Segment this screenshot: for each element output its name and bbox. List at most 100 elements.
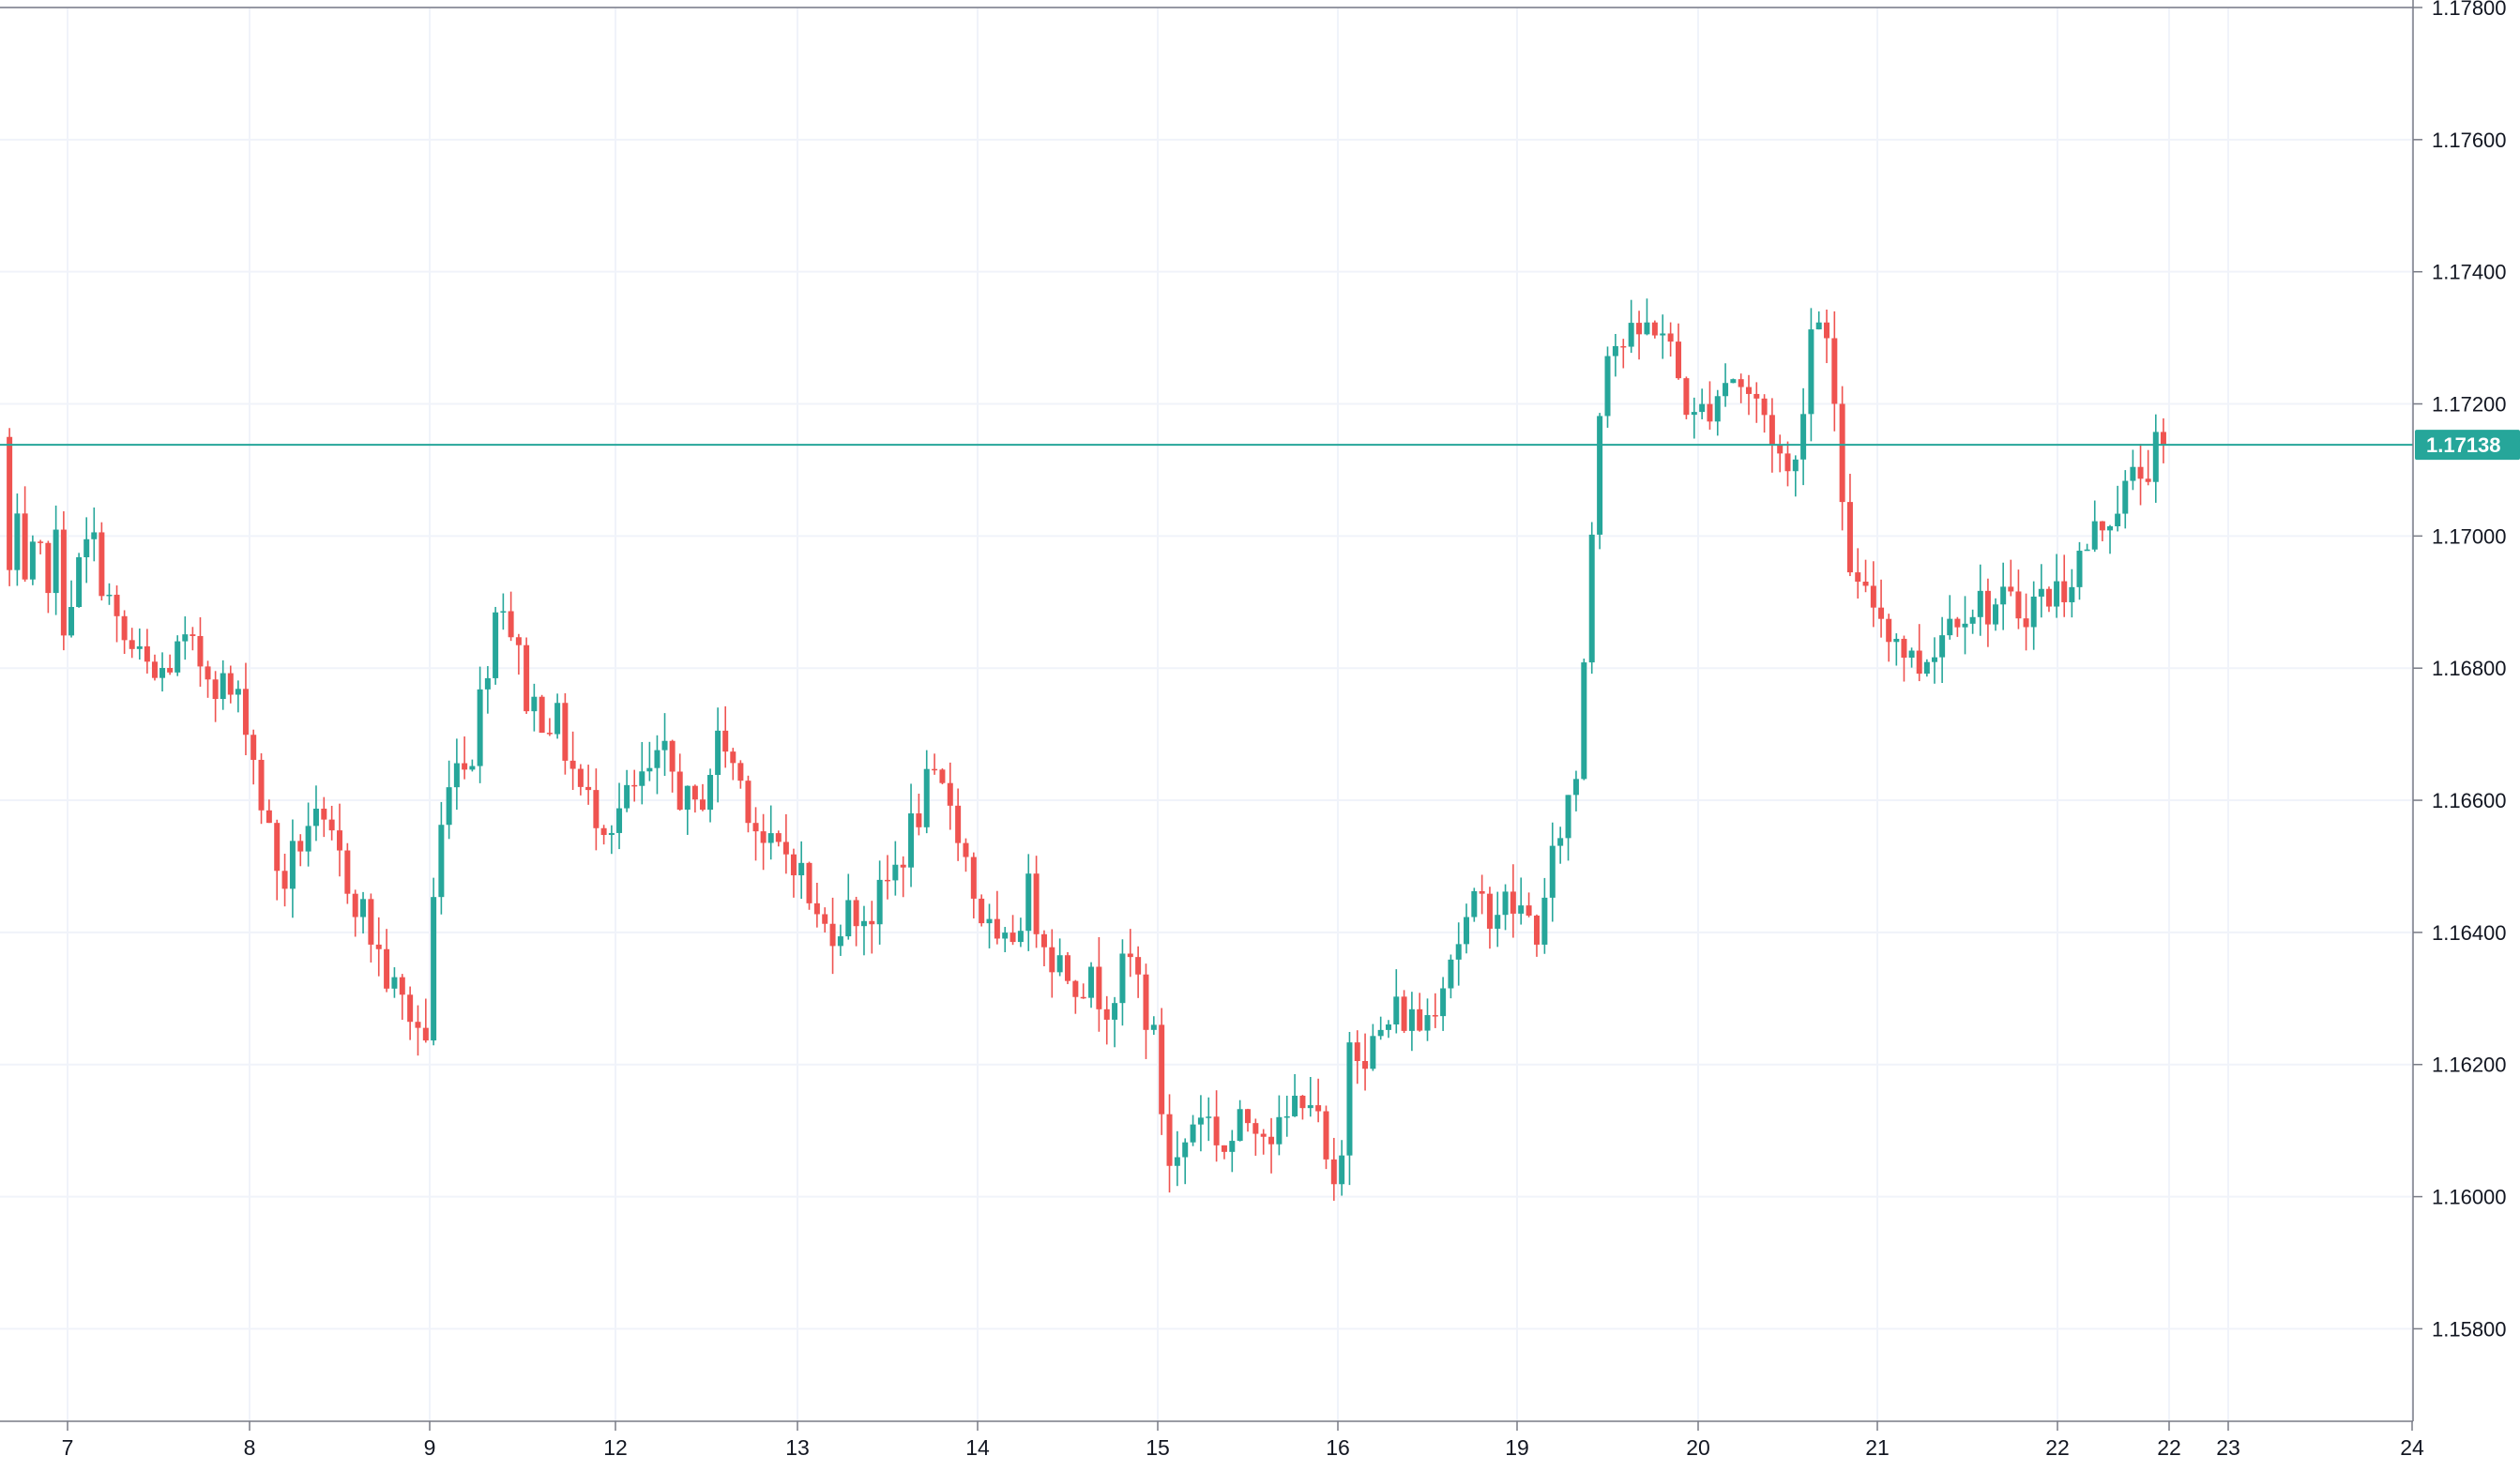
candle-body — [524, 645, 530, 712]
candle-body — [715, 730, 721, 776]
candle-body — [1377, 1029, 1384, 1037]
candle-body — [616, 808, 623, 833]
candle-body — [337, 830, 342, 851]
candle-body — [1464, 917, 1470, 945]
time-tick-label: 9 — [424, 1435, 436, 1460]
candle-body — [1119, 953, 1126, 1004]
candle-body — [813, 902, 820, 915]
candle-body — [422, 1027, 429, 1041]
candle-body — [691, 785, 698, 800]
candle-body — [2145, 478, 2151, 482]
candle-body — [1385, 1024, 1391, 1030]
candle-body — [266, 810, 272, 824]
candle-body — [2023, 618, 2029, 628]
candle-body — [1745, 387, 1752, 394]
candle-body — [1080, 996, 1086, 999]
current-price-badge — [2415, 430, 2520, 461]
candle-body — [1636, 323, 1643, 335]
candle-body — [2099, 521, 2105, 531]
candle-body — [923, 768, 930, 827]
candle-body — [970, 857, 977, 899]
candle-body — [1901, 638, 1907, 659]
candle-body — [431, 897, 437, 1041]
candle-body — [182, 634, 189, 642]
candle-body — [782, 842, 789, 855]
candle-body — [1182, 1142, 1189, 1158]
candle-body — [986, 918, 993, 924]
candle-body — [1033, 873, 1040, 934]
candle-body — [939, 769, 946, 783]
candle-body — [508, 611, 514, 638]
candle-body — [837, 936, 843, 947]
candle-body — [1339, 1155, 1345, 1185]
candle-body — [546, 733, 553, 735]
candle-body — [2122, 480, 2129, 514]
candle-body — [1800, 414, 1807, 460]
candle-body — [1628, 323, 1634, 347]
candle-body — [242, 689, 249, 736]
price-tick-label: 1.17400 — [2432, 261, 2507, 284]
candle-body — [1260, 1133, 1267, 1137]
candle-body — [1432, 1015, 1438, 1017]
candle-body — [1962, 623, 1968, 628]
candle-body — [1699, 403, 1706, 413]
candle-body — [1346, 1042, 1353, 1156]
time-tick-label: 12 — [603, 1435, 628, 1460]
candle-body — [669, 740, 676, 772]
candle-body — [1401, 996, 1407, 1031]
candle-body — [91, 532, 98, 539]
candle-body — [83, 538, 90, 557]
candle-body — [399, 977, 405, 995]
candle-body — [1572, 779, 1579, 796]
candle-body — [1245, 1109, 1251, 1124]
candle-body — [707, 775, 714, 811]
candle-body — [1549, 845, 1556, 898]
candle-body — [1923, 661, 1930, 675]
candle-body — [391, 977, 398, 989]
candle-body — [1870, 585, 1876, 608]
time-tick-label: 13 — [785, 1435, 810, 1460]
time-tick-label: 7 — [62, 1435, 74, 1460]
candle-body — [646, 767, 653, 772]
candle-body — [1620, 345, 1627, 348]
candle-body — [1323, 1111, 1329, 1160]
candle-body — [1127, 953, 1133, 958]
candle-body — [806, 862, 812, 903]
candle-body — [220, 673, 226, 700]
candle-body — [175, 641, 181, 673]
candle-body — [1065, 955, 1070, 981]
candle-body — [892, 864, 899, 881]
candle-body — [1206, 1116, 1212, 1118]
candle-body — [53, 529, 59, 594]
candle-body — [822, 914, 828, 924]
candle-body — [1597, 416, 1603, 535]
candle-body — [281, 871, 288, 889]
candle-body — [1792, 459, 1799, 472]
candle-body — [2091, 521, 2098, 550]
candle-body — [593, 790, 600, 828]
candle-body — [312, 808, 319, 826]
candle-body — [684, 785, 691, 811]
time-tick-label: 24 — [2400, 1435, 2424, 1460]
candle-body — [752, 823, 759, 832]
candle-body — [1660, 333, 1666, 336]
candle-body — [1455, 944, 1462, 960]
candle-body — [760, 831, 767, 843]
candle-body — [1354, 1042, 1360, 1062]
candle-body — [539, 696, 545, 734]
candle-body — [305, 826, 311, 852]
candle-body — [1010, 933, 1016, 943]
candle-body — [1769, 415, 1775, 446]
candle-body — [151, 661, 158, 678]
candle-body — [99, 532, 105, 597]
candle-body — [515, 637, 522, 645]
candle-body — [144, 645, 150, 662]
candle-body — [129, 640, 135, 649]
candle-body — [1495, 915, 1501, 929]
candle-body — [190, 634, 196, 636]
candle-body — [1947, 618, 1953, 636]
candle-body — [979, 898, 985, 924]
candle-body — [1448, 959, 1454, 989]
